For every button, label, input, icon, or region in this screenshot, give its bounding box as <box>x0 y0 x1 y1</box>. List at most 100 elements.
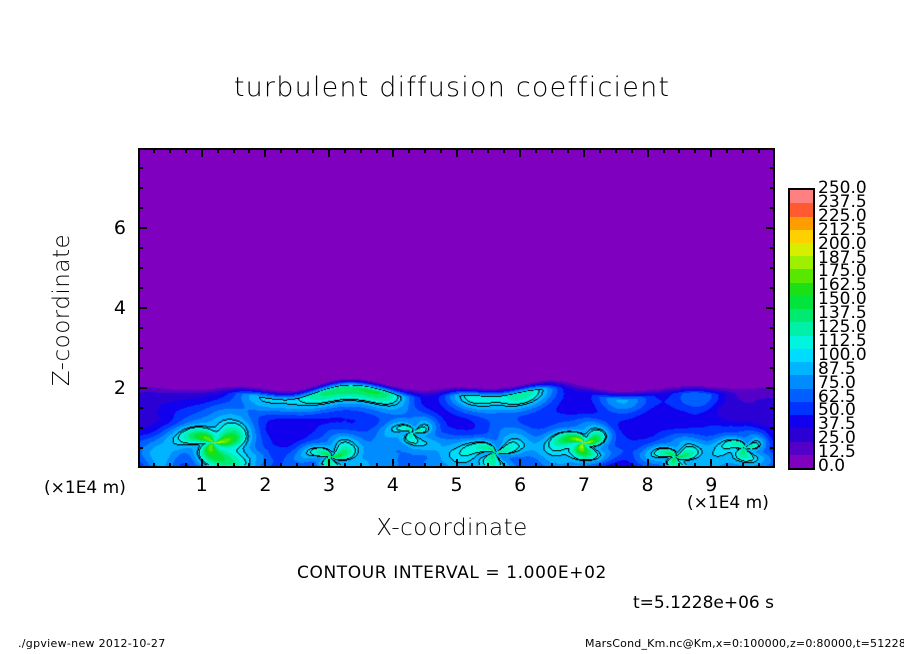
x-tick-bottom <box>407 463 410 468</box>
x-tick-bottom <box>423 463 426 468</box>
y-tick-label: 6 <box>113 217 126 239</box>
x-tick-bottom <box>503 463 506 468</box>
page-title: turbulent diffusion coefficient <box>233 72 671 103</box>
colorbar-tick-label: 37.5 <box>818 414 856 435</box>
colorbar-tick-label: 250.0 <box>818 178 867 198</box>
colorbar-tick-label: 237.5 <box>818 191 867 212</box>
x-tick-top <box>455 148 458 157</box>
x-tick-bottom <box>375 463 378 468</box>
y-tick-right <box>766 227 775 229</box>
x-tick-bottom <box>694 463 697 468</box>
x-tick-top <box>168 148 171 153</box>
x-tick-label: 9 <box>705 474 718 496</box>
y-tick-left <box>138 167 143 169</box>
x-axis-unit-left: (×1E4 m) <box>44 478 126 498</box>
x-tick-top <box>264 148 267 157</box>
y-tick-left <box>138 287 143 289</box>
y-tick-right <box>770 207 775 209</box>
x-axis-title: X-coordinate <box>376 515 528 541</box>
x-tick-top <box>200 148 203 157</box>
colorbar-band <box>790 216 813 230</box>
x-tick-bottom <box>439 463 442 468</box>
x-tick-bottom <box>152 463 155 468</box>
colorbar-tick-label: 162.5 <box>818 275 867 296</box>
colorbar-tick-label: 50.0 <box>818 400 856 421</box>
y-tick-right <box>770 327 775 329</box>
x-tick-top <box>423 148 426 153</box>
contour-interval-label: CONTOUR INTERVAL = 1.000E+02 <box>297 563 607 583</box>
x-tick-label: 7 <box>577 474 590 496</box>
x-tick-label: 5 <box>450 474 463 496</box>
y-tick-left <box>138 367 143 369</box>
x-tick-bottom <box>678 463 681 468</box>
x-tick-bottom <box>264 459 267 468</box>
colorbar-tick-label: 112.5 <box>818 330 867 351</box>
y-tick-left <box>138 427 143 429</box>
x-tick-label: 8 <box>641 474 654 496</box>
x-tick-top <box>328 148 331 157</box>
x-tick-bottom <box>742 463 745 468</box>
colorbar-tick-label: 100.0 <box>818 344 867 365</box>
x-tick-top <box>582 148 585 157</box>
colorbar-band <box>790 256 813 270</box>
y-tick-right <box>770 167 775 169</box>
colorbar-band <box>790 322 813 336</box>
x-tick-bottom <box>630 463 633 468</box>
x-tick-top <box>296 148 299 153</box>
x-tick-top <box>678 148 681 153</box>
x-tick-bottom <box>168 463 171 468</box>
x-tick-top <box>152 148 155 153</box>
colorbar-tick-label: 0.0 <box>818 456 846 476</box>
x-tick-bottom <box>359 463 362 468</box>
x-tick-bottom <box>471 463 474 468</box>
x-tick-top <box>535 148 538 153</box>
x-tick-bottom <box>248 463 251 468</box>
y-tick-left <box>138 267 143 269</box>
x-tick-top <box>232 148 235 153</box>
colorbar-tick-label: 25.0 <box>818 428 856 449</box>
y-tick-right <box>770 267 775 269</box>
x-tick-top <box>566 148 569 153</box>
x-tick-label: 3 <box>323 474 336 496</box>
colorbar-band <box>790 203 813 217</box>
x-tick-label: 6 <box>514 474 527 496</box>
colorbar-band <box>790 415 813 429</box>
y-axis-title: Z-coordinate <box>49 233 75 387</box>
y-tick-right <box>770 447 775 449</box>
y-tick-right <box>766 387 775 389</box>
colorbar-band <box>790 362 813 376</box>
footer-source: MarsCond_Km.nc@Km,x=0:100000,z=0:80000,t… <box>585 637 904 650</box>
y-tick-left <box>138 307 147 309</box>
colorbar-band <box>790 335 813 349</box>
y-tick-left <box>138 207 143 209</box>
colorbar-tick-label: 87.5 <box>818 358 856 379</box>
x-tick-bottom <box>551 463 554 468</box>
x-tick-bottom <box>566 463 569 468</box>
x-tick-top <box>662 148 665 153</box>
x-tick-bottom <box>726 463 729 468</box>
x-tick-bottom <box>455 459 458 468</box>
x-tick-top <box>280 148 283 153</box>
colorbar-band <box>790 401 813 416</box>
x-tick-top <box>216 148 219 153</box>
x-tick-bottom <box>519 459 522 468</box>
x-tick-bottom <box>646 459 649 468</box>
x-tick-top <box>551 148 554 153</box>
x-tick-top <box>630 148 633 153</box>
x-tick-top <box>375 148 378 153</box>
y-tick-right <box>770 367 775 369</box>
footer-command: ./gpview-new 2012-10-27 <box>18 637 166 650</box>
x-tick-bottom <box>487 463 490 468</box>
x-tick-top <box>248 148 251 153</box>
colorbar-tick-label: 62.5 <box>818 386 856 407</box>
colorbar-tick-label: 137.5 <box>818 303 867 324</box>
x-tick-bottom <box>598 463 601 468</box>
x-tick-top <box>184 148 187 153</box>
colorbar-tick-label: 187.5 <box>818 247 867 268</box>
colorbar-band <box>790 428 813 442</box>
x-tick-top <box>598 148 601 153</box>
colorbar-band <box>790 295 813 310</box>
x-tick-top <box>439 148 442 153</box>
y-tick-right <box>770 287 775 289</box>
